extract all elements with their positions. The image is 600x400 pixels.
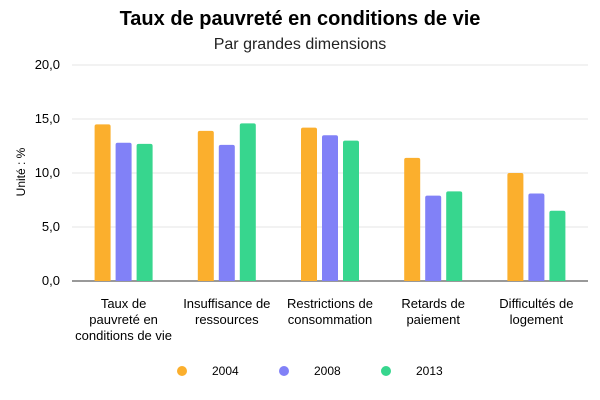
category-label: Taux de pauvreté en conditions de vie xyxy=(75,296,172,343)
chart-subtitle: Par grandes dimensions xyxy=(214,36,387,53)
bar-2004 xyxy=(404,157,421,281)
bar-2008 xyxy=(115,142,132,281)
legend-item-2004[interactable]: 2004 xyxy=(177,364,239,378)
y-axis-label: Unité : % xyxy=(14,147,28,196)
bar-2008 xyxy=(528,193,545,281)
y-tick-label: 10,0 xyxy=(35,165,60,180)
bar-2004 xyxy=(507,173,524,281)
category-label: Retards de paiement xyxy=(401,296,465,327)
legend-item-2008[interactable]: 2008 xyxy=(279,364,341,378)
category-label: Difficultés de logement xyxy=(499,296,573,327)
legend-swatch xyxy=(279,366,289,376)
bar-2013 xyxy=(239,123,256,281)
legend-label: 2004 xyxy=(212,364,239,378)
y-tick-label: 0,0 xyxy=(42,273,60,288)
legend-label: 2013 xyxy=(416,364,443,378)
y-tick-label: 15,0 xyxy=(35,111,60,126)
bar-2013 xyxy=(446,191,463,281)
bar-2008 xyxy=(322,135,338,281)
bars xyxy=(94,123,566,282)
bar-2013 xyxy=(343,140,359,281)
category-label: Insuffisance de ressources xyxy=(183,296,270,327)
bar-2013 xyxy=(549,210,566,281)
bar-2004 xyxy=(197,130,214,281)
bar-2004 xyxy=(301,127,317,281)
bar-2008 xyxy=(425,195,442,281)
chart-title: Taux de pauvreté en conditions de vie xyxy=(120,8,481,30)
bar-2008 xyxy=(218,144,235,281)
category-labels: Taux de pauvreté en conditions de vie Insuf… xyxy=(75,296,573,343)
bar-2013 xyxy=(136,143,153,281)
y-tick-label: 5,0 xyxy=(42,219,60,234)
bar-2004 xyxy=(94,124,111,282)
legend-label: 2008 xyxy=(314,364,341,378)
legend-swatch xyxy=(177,366,187,376)
legend[interactable]: 2004 2008 2013 xyxy=(177,364,443,378)
y-tick-label: 20,0 xyxy=(35,57,60,72)
category-label: Restrictions de consommation xyxy=(287,296,373,327)
legend-item-2013[interactable]: 2013 xyxy=(381,364,443,378)
y-axis-ticks: 0,0 5,0 10,0 15,0 20,0 xyxy=(35,57,60,288)
legend-swatch xyxy=(381,366,391,376)
